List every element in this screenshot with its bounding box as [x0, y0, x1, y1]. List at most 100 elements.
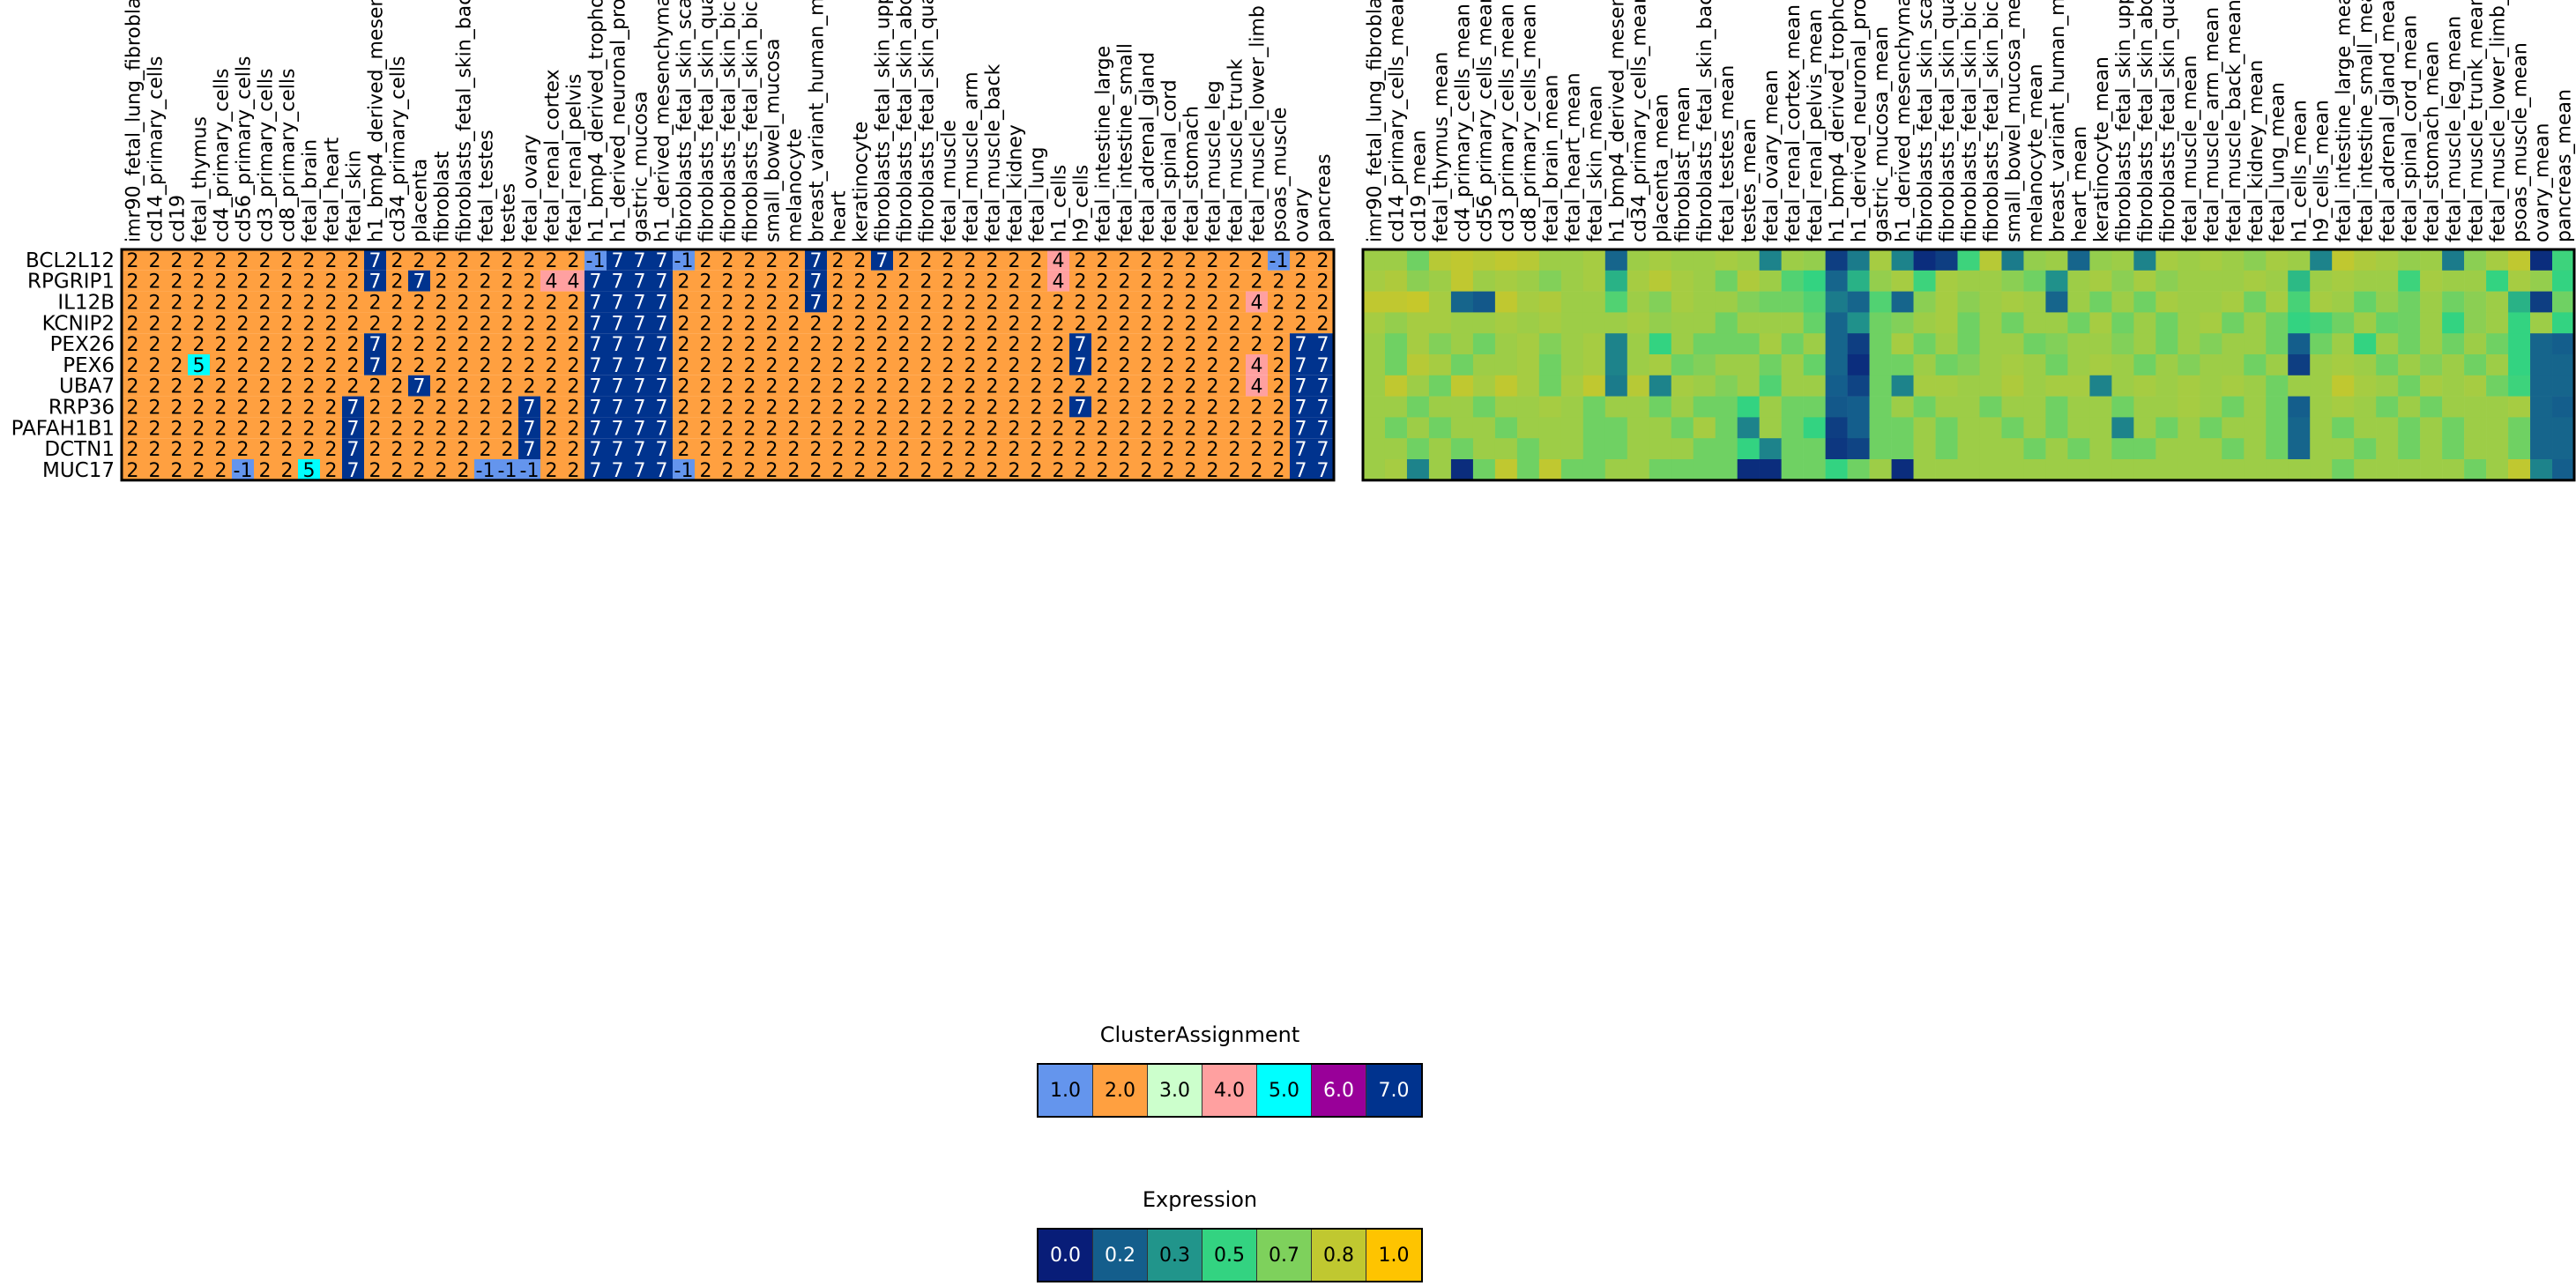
cluster-cell	[1246, 270, 1268, 292]
cluster-cell-label: 2	[700, 293, 712, 315]
cluster-cell-label: 2	[1163, 376, 1175, 398]
cluster-cell-label: 2	[854, 355, 867, 377]
cluster-cell-label: 2	[303, 293, 316, 315]
expression-cell	[2244, 312, 2267, 334]
cluster-cell-label: 2	[1273, 313, 1285, 335]
expression-cell	[2222, 249, 2245, 271]
cluster-cell	[1246, 396, 1268, 418]
expression-cell	[2288, 333, 2311, 355]
cluster-cell	[915, 291, 937, 313]
cluster-cell	[959, 396, 981, 418]
cluster-cell	[1047, 375, 1069, 397]
expression-cell	[1979, 333, 2002, 355]
cluster-heatmap-border	[120, 248, 1336, 482]
expression-cell	[1825, 438, 1848, 460]
cluster-cell	[342, 396, 364, 418]
expression-cell	[2398, 375, 2421, 397]
cluster-cell-label: 2	[546, 250, 558, 272]
cluster-cell	[1180, 270, 1202, 292]
cluster-cell-label: 7	[347, 460, 360, 482]
cluster-cell-label: 7	[1075, 355, 1087, 377]
cluster-cell	[166, 438, 188, 459]
cluster-cell-label: 2	[325, 398, 338, 420]
cluster-cell	[474, 438, 496, 459]
expression-cell	[1891, 354, 1914, 376]
cluster-cell	[452, 396, 474, 418]
cluster-cell	[783, 438, 805, 459]
expression-cell	[1516, 354, 1540, 376]
expression-cell	[1781, 270, 1804, 292]
cluster-cell-label: 2	[413, 418, 426, 440]
cluster-cell-label: 2	[171, 334, 183, 356]
cluster-cell-label: 2	[413, 398, 426, 420]
column-label: psoas_muscle	[1269, 108, 1292, 242]
cluster-cell-label: 2	[1119, 439, 1131, 461]
cluster-cell-label: 7	[656, 398, 668, 420]
column-label: fetal_lung	[1027, 147, 1049, 242]
cluster-cell-label: 2	[546, 439, 558, 461]
cluster-cell-label: 2	[1163, 250, 1175, 272]
expression-cell	[2288, 291, 2311, 313]
expression-cell	[2023, 291, 2046, 313]
expression-cell	[1538, 459, 1562, 481]
column-label: cd34_primary_cells_mean	[1628, 0, 1650, 242]
cluster-cell-label: 2	[1229, 250, 1241, 272]
cluster-cell-label: 2	[237, 313, 249, 335]
cluster-cell	[166, 354, 188, 375]
cluster-cell-label: 2	[546, 313, 558, 335]
expression-cell	[1363, 417, 1386, 439]
cluster-cell	[805, 270, 827, 292]
column-label: h9_cells_mean	[2312, 100, 2334, 242]
cluster-cell-label: 2	[832, 439, 845, 461]
cluster-cell-label: 2	[215, 334, 227, 356]
cluster-cell	[937, 396, 959, 418]
cluster-cell-label: -1	[674, 250, 694, 272]
cluster-cell-label: 2	[1229, 418, 1241, 440]
column-label: fibroblasts_fetal_skin_quadriceps_right_…	[2157, 0, 2179, 242]
cluster-cell-label: 2	[1009, 250, 1021, 272]
cluster-cell	[188, 354, 210, 375]
expression-cell	[2552, 270, 2575, 292]
cluster-cell	[827, 333, 849, 354]
cluster-cell	[871, 417, 893, 439]
expression-cell	[2376, 438, 2399, 460]
expression-cell	[1847, 291, 1870, 313]
expression-cell	[1869, 417, 1892, 439]
column-label: fetal_intestine_large_mean	[2334, 0, 2356, 242]
column-label: fibroblast_mean	[1672, 86, 1694, 242]
cluster-cell-label: 2	[876, 376, 889, 398]
cluster-cell	[849, 459, 871, 480]
row-label: MUC17	[42, 459, 115, 482]
cluster-cell-label: 7	[590, 293, 602, 315]
expression-cell	[2464, 333, 2487, 355]
column-label: fetal_muscle_arm_mean	[2201, 7, 2223, 242]
cluster-cell	[805, 291, 827, 313]
expression-cell	[1979, 459, 2002, 481]
cluster-cell-label: 2	[920, 439, 933, 461]
expression-cell	[2530, 312, 2553, 334]
expression-cell	[2508, 249, 2531, 271]
expression-cell	[2001, 291, 2024, 313]
expression-cell	[1803, 438, 1826, 460]
cluster-cell	[937, 291, 959, 313]
cluster-cell	[937, 417, 959, 439]
cluster-cell-label: 2	[127, 293, 139, 315]
expression-cell	[2089, 417, 2112, 439]
expression-cell	[1428, 249, 1452, 271]
expression-cell	[2332, 333, 2355, 355]
cluster-cell	[607, 354, 629, 375]
expression-cell	[1693, 291, 1716, 313]
expression-cell	[1649, 270, 1672, 292]
cluster-cell	[1290, 270, 1312, 292]
cluster-cell-label: 2	[1031, 293, 1043, 315]
legend-swatch: 0.2	[1093, 1230, 1148, 1281]
expression-cell	[2508, 270, 2531, 292]
cluster-cell-label: 2	[568, 398, 580, 420]
cluster-cell	[1069, 354, 1091, 375]
expression-cell	[1450, 396, 1474, 418]
expression-cell	[2200, 438, 2222, 460]
cluster-cell	[695, 333, 717, 354]
expression-cell	[1538, 354, 1562, 376]
cluster-cell	[1246, 312, 1268, 334]
expression-cell	[1494, 270, 1518, 292]
